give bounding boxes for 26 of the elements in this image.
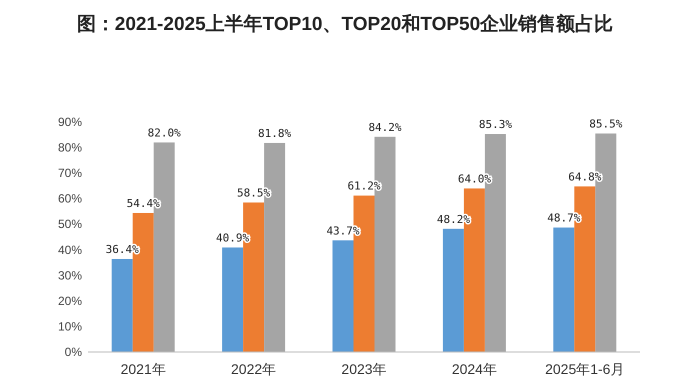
y-tick-label: 70% <box>58 166 82 180</box>
data-label: 58.5% <box>237 186 271 200</box>
y-tick-label: 10% <box>58 319 82 334</box>
data-label: 82.0% <box>148 126 182 140</box>
data-label: 85.5% <box>589 118 623 130</box>
y-tick-label: 0% <box>64 345 82 359</box>
data-label: 61.2% <box>347 180 381 193</box>
x-tick-label: 2023年 <box>341 361 387 377</box>
data-label: 64.8% <box>568 170 602 184</box>
data-label: 81.8% <box>258 126 292 140</box>
x-tick-label: 2022年 <box>231 361 276 377</box>
y-tick-label: 20% <box>58 294 82 308</box>
y-tick-label: 90% <box>58 115 82 129</box>
y-tick-label: 40% <box>58 242 82 257</box>
y-tick-label: 80% <box>58 140 82 155</box>
y-tick-label: 60% <box>58 192 82 206</box>
y-tick-label: 50% <box>58 217 82 232</box>
title: 图：2021-2025上半年TOP10、TOP20和TOP50企业销售额占比 <box>76 14 614 35</box>
data-label: 64.0% <box>458 172 492 186</box>
data-label: 54.4% <box>126 196 160 210</box>
x-tick-label: 2025年1-6月 <box>545 361 624 377</box>
x-tick-label: 2024年 <box>452 361 497 377</box>
data-label: 85.3% <box>478 118 512 132</box>
x-tick-label: 2021年 <box>120 361 166 377</box>
data-label: 84.2% <box>368 120 402 134</box>
y-tick-label: 30% <box>58 268 82 282</box>
